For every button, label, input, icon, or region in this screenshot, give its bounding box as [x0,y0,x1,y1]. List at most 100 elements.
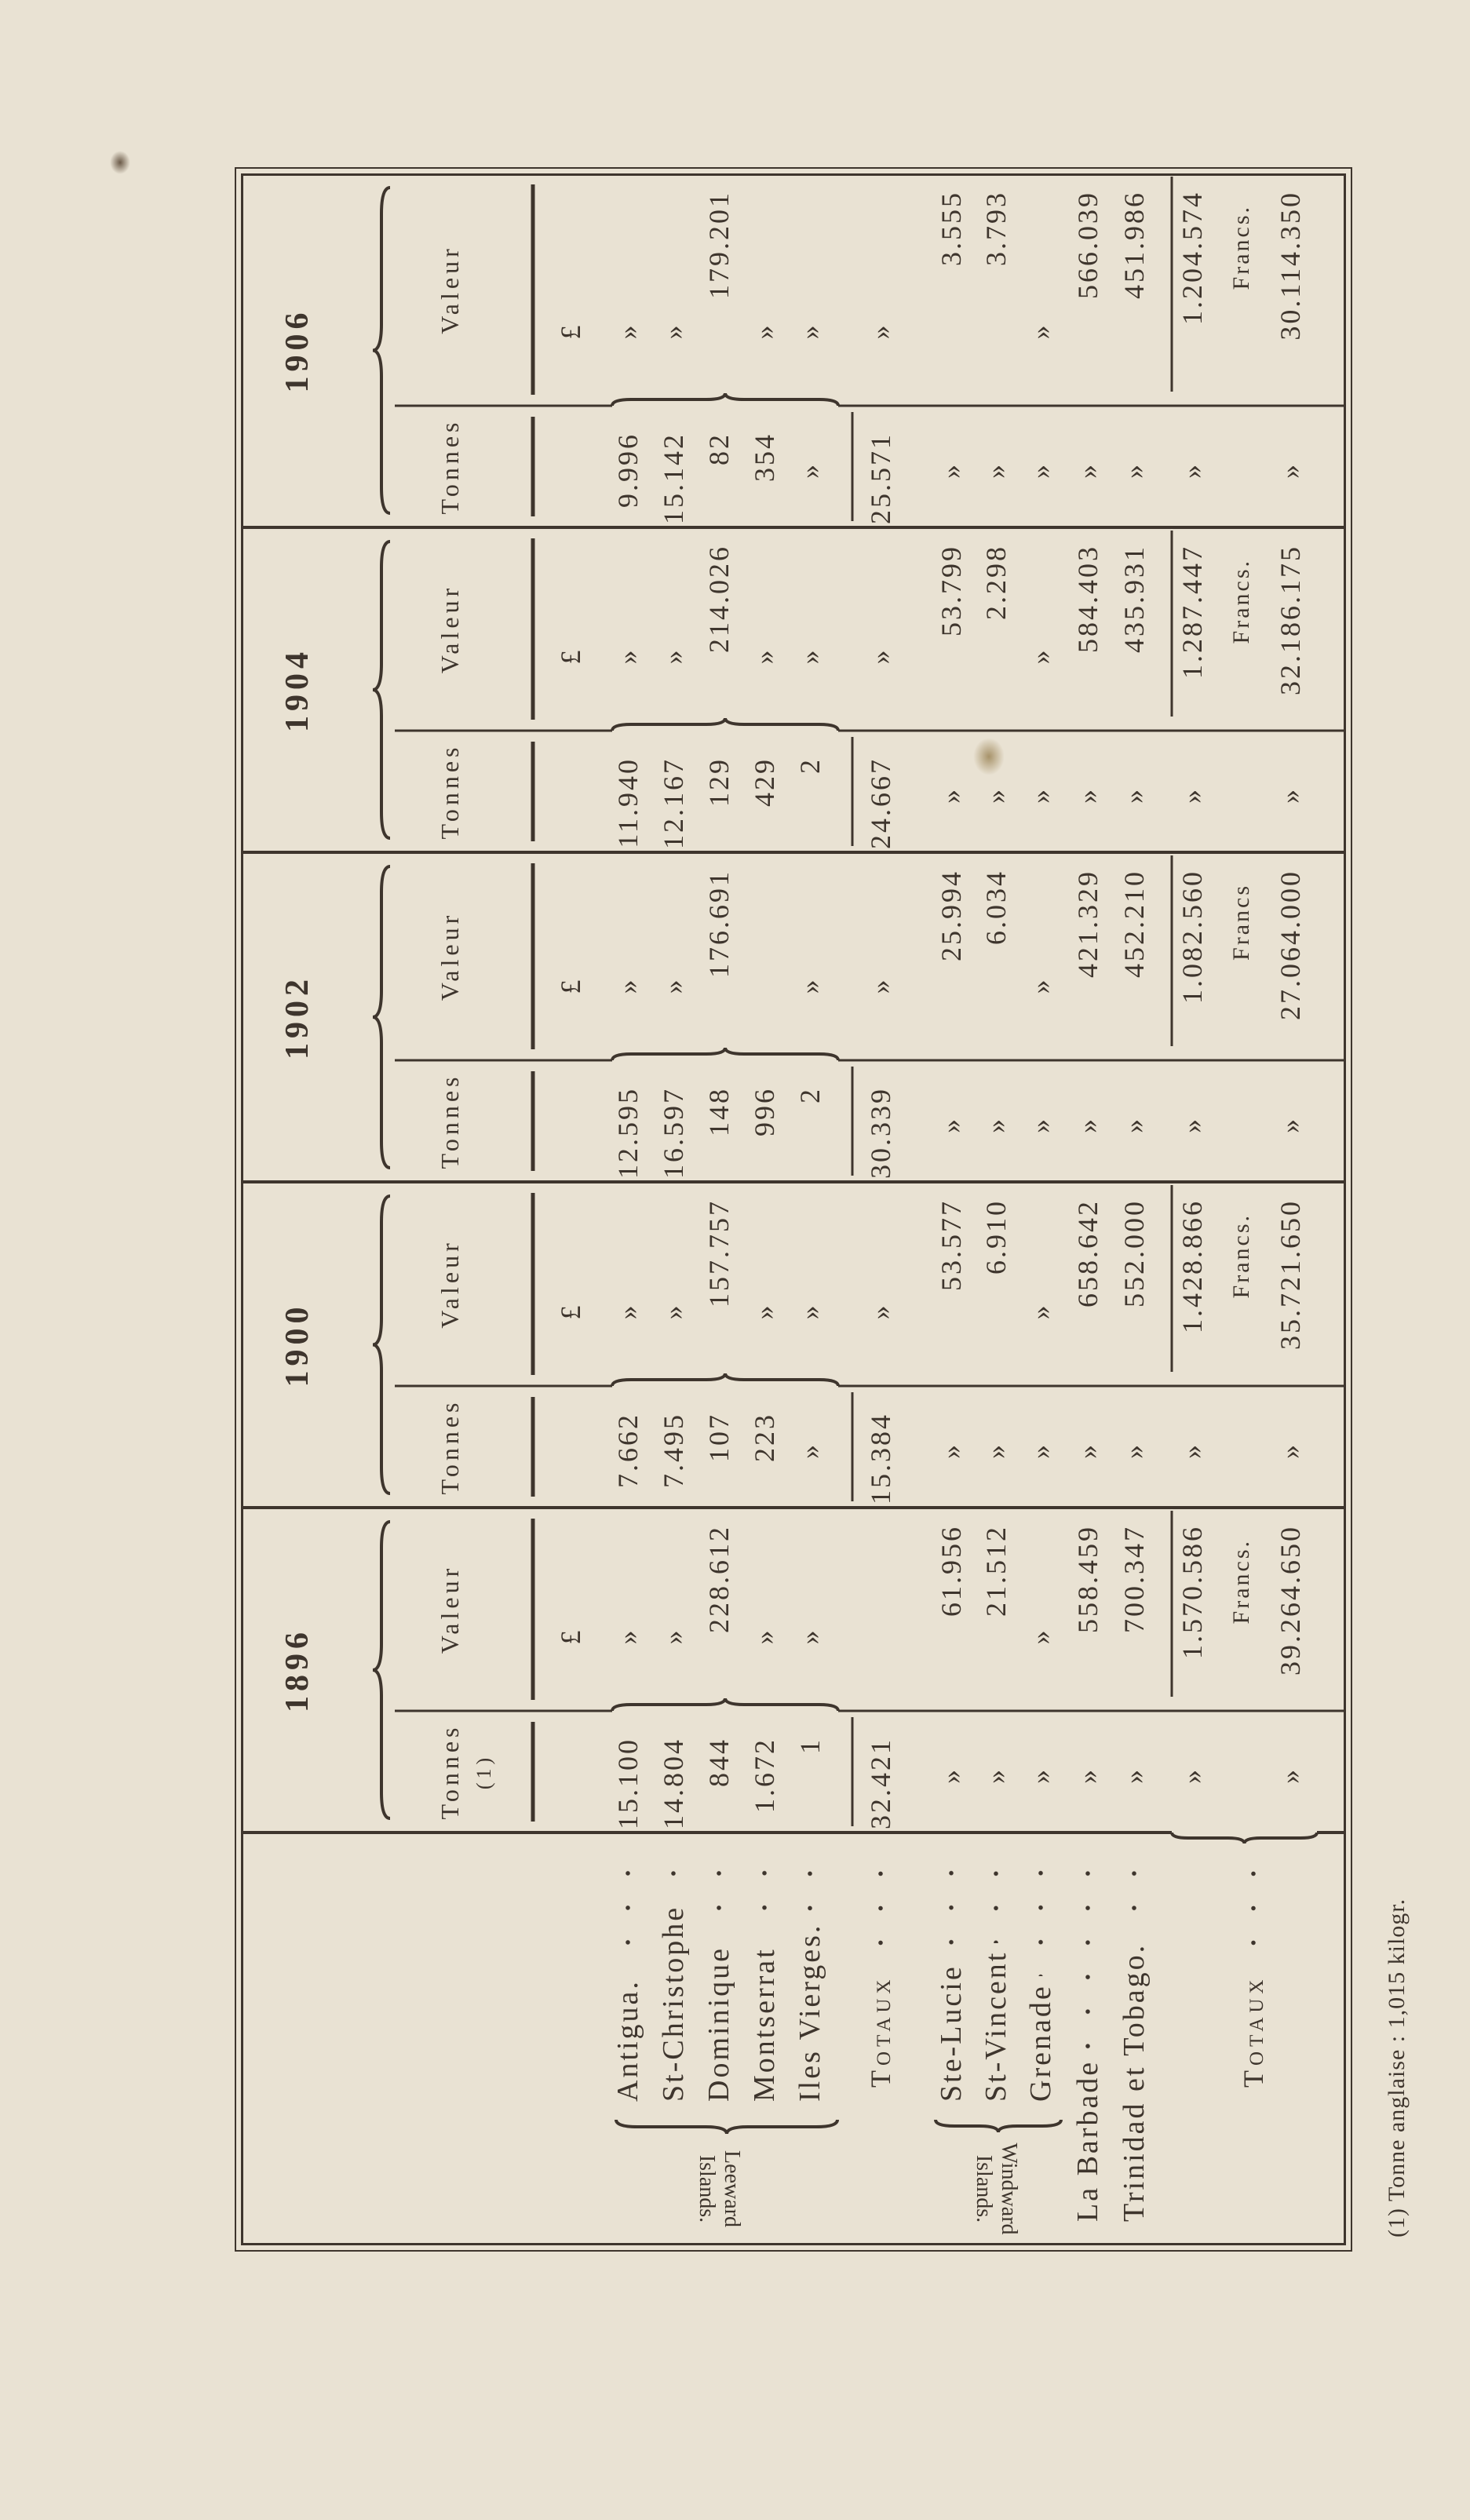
tonnes-cell: » [1025,787,1056,804]
valeur-cell: 32.186.175 [1275,545,1306,695]
valeur-cell: 6.910 [980,1199,1012,1275]
valeur-cell: » [865,323,896,340]
row-label-text: Montserrat [748,1947,781,2102]
dot-leader [993,1856,999,1943]
dot-leader [1038,1856,1044,1977]
row-label: St-Christophe [657,1856,690,2102]
tonnes-cell: » [936,1442,967,1459]
tonnes-cell: 15.100 [612,1738,644,1829]
tonnes-cell: 354 [749,432,780,482]
dot-leader [1085,1856,1091,2052]
year-brace [372,1194,391,1495]
leeward-tonnes-brace [611,1047,840,1061]
valeur-cell: 452.210 [1118,870,1150,978]
row-label: Grenade [1024,1856,1057,2102]
valeur-cell: 61.956 [936,1525,967,1617]
valeur-cell: » [658,1628,689,1645]
windward-brace [934,2119,1063,2133]
valeur-cell: 658.642 [1072,1199,1103,1307]
year-header: 1906 [279,308,316,393]
valeur-cell: £ [555,323,586,340]
valeur-cell: Francs [1228,884,1254,961]
year-header: 1900 [279,1302,316,1388]
valeur-cell: 421.329 [1072,870,1103,978]
valeur-cell: 39.264.650 [1275,1525,1306,1676]
year-brace [372,186,391,515]
windward-group-label: Windward Islands. [971,2110,1021,2267]
valeur-cell: Francs. [1228,1213,1254,1299]
valeur-cell: 25.994 [936,870,967,961]
valeur-cell: » [794,977,826,994]
tonnes-cell: » [936,462,967,479]
valeur-cell: » [612,647,644,665]
tonnes-cell: » [1118,462,1150,479]
tonnes-header: Tonnes [436,1723,464,1820]
tonnes-cell: » [1072,1117,1103,1133]
valeur-cell: 1.287.447 [1176,545,1208,679]
tonnes-cell: 82 [703,432,735,465]
group-label-line: Windward [997,2143,1021,2235]
row-label: St-Vincent [979,1856,1012,2102]
row-label-text: La Barbade [1071,2059,1104,2222]
tonnes-cell: » [1118,1117,1150,1133]
ink-smudge [110,151,130,174]
year-header: 1896 [279,1628,316,1712]
valeur-header: Valeur [436,584,464,674]
leeward-tonnes-brace [611,1373,840,1387]
valeur-cell: » [794,323,826,340]
tonnes-cell: 1.672 [749,1738,780,1813]
row-label-text: Ste-Lucie [935,1964,968,2102]
valeur-cell: 30.114.350 [1275,191,1306,341]
tonnes-cell: » [1025,1767,1056,1784]
year-brace [372,540,391,840]
valeur-header: Valeur [436,1239,464,1329]
valeur-cell: 558.459 [1072,1525,1103,1633]
tonnes-cell: » [980,462,1012,479]
tonnes-cell: » [1025,1117,1056,1133]
row-label-text: Dominique [702,1946,735,2102]
valeur-cell: Francs. [1228,1539,1254,1625]
valeur-cell: » [612,977,644,994]
valeur-cell: 21.512 [980,1525,1012,1617]
valeur-cell: » [1025,1303,1056,1320]
tonnes-cell: » [1275,787,1306,804]
dot-leader [807,1856,813,1916]
tonnes-cell: 844 [703,1738,735,1787]
valeur-cell: 451.986 [1118,191,1150,299]
dot-leader [1250,1856,1257,1967]
valeur-cell: 700.347 [1118,1525,1150,1633]
valeur-cell: 214.026 [703,545,735,653]
tonnes-cell: 2 [794,1087,826,1103]
row-label-text: Grenade [1024,1984,1057,2102]
tonnes-cell: » [1025,1442,1056,1459]
valeur-cell: 1.428.866 [1176,1199,1208,1333]
tonnes-cell: » [1275,462,1306,479]
dot-leader [761,1856,768,1940]
tonnes-cell: » [936,787,967,804]
year-header: 1902 [279,975,316,1059]
group-label-line: Leeward [720,2150,744,2227]
valeur-cell: » [612,1628,644,1645]
valeur-cell: 1.204.574 [1176,191,1208,325]
row-label-text: Trinidad et Tobago. [1118,1942,1151,2222]
tonnes-cell: » [1072,1767,1103,1784]
tonnes-cell: » [794,1442,826,1459]
tonnes-cell: 14.804 [658,1738,689,1829]
dot-leader [1131,1856,1137,1935]
valeur-cell: 552.000 [1118,1199,1150,1307]
row-label-text: Iles Vierges. [793,1923,826,2102]
valeur-cell: 1.570.586 [1176,1525,1208,1659]
grand-total-label: Totaux [1238,1856,1269,2088]
tonnes-cell: » [1072,462,1103,479]
valeur-cell: 228.612 [703,1525,735,1633]
tonnes-cell: » [1118,787,1150,804]
valeur-cell: 53.799 [936,545,967,636]
tonnes-cell: 148 [703,1087,735,1136]
tonnes-cell: » [936,1117,967,1133]
tonnes-cell: 223 [749,1413,780,1462]
tonnes-cell: » [1275,1117,1306,1133]
row-label-text: St-Christophe [657,1905,690,2102]
dot-leader [716,1856,722,1939]
leeward-tonnes-brace [611,1698,840,1712]
tonnes-cell: » [980,1767,1012,1784]
